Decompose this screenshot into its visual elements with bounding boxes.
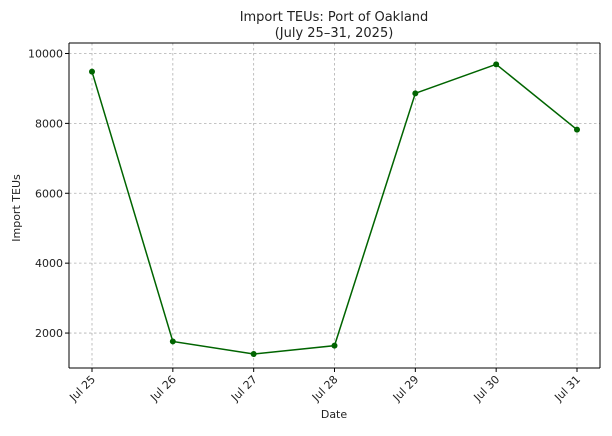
y-tick-label: 4000 — [35, 257, 63, 270]
x-tick-label: Jul 25 — [66, 373, 98, 405]
y-tick-label: 10000 — [28, 47, 63, 60]
x-axis-label: Date — [321, 408, 348, 421]
data-point — [574, 126, 580, 133]
x-tick-label: Jul 31 — [551, 373, 583, 405]
y-tick-label: 2000 — [35, 327, 63, 340]
chart-title: Import TEUs: Port of Oakland — [240, 10, 429, 25]
data-point — [493, 61, 500, 68]
ticks-layer: 2000 4000 6000 8000 10000 Jul 25 Jul 26 Jul 27 J… — [28, 47, 583, 404]
data-point — [250, 351, 257, 358]
y-tick-label: 6000 — [35, 187, 63, 200]
data-point — [331, 342, 338, 349]
data-point — [89, 68, 95, 75]
data-point — [412, 90, 419, 97]
grid-layer — [69, 43, 600, 368]
x-tick-label: Jul 28 — [309, 373, 341, 405]
series-layer — [89, 61, 580, 358]
data-point — [169, 338, 176, 345]
chart-subtitle: (July 25–31, 2025) — [275, 26, 394, 41]
x-tick-label: Jul 26 — [147, 373, 179, 405]
x-tick-label: Jul 30 — [471, 373, 503, 405]
y-tick-label: 8000 — [35, 117, 63, 130]
y-axis-label: Import TEUs — [10, 174, 23, 242]
x-tick-label: Jul 29 — [390, 373, 422, 405]
x-tick-label: Jul 27 — [228, 373, 260, 405]
